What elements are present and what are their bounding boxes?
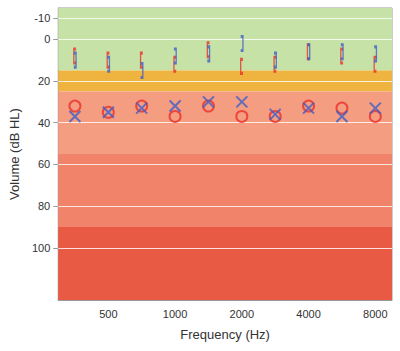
svg-text:2000: 2000 — [230, 308, 254, 320]
svg-text:500: 500 — [99, 308, 117, 320]
svg-text:8000: 8000 — [363, 308, 387, 320]
svg-text:Volume (dB HL): Volume (dB HL) — [7, 108, 22, 200]
svg-text:100: 100 — [32, 242, 50, 254]
svg-text:-10: -10 — [34, 12, 50, 24]
svg-text:Frequency (Hz): Frequency (Hz) — [180, 327, 270, 342]
svg-text:1000: 1000 — [163, 308, 187, 320]
svg-text:20: 20 — [38, 75, 50, 87]
svg-text:4000: 4000 — [296, 308, 320, 320]
svg-text:60: 60 — [38, 158, 50, 170]
svg-text:40: 40 — [38, 117, 50, 129]
svg-text:80: 80 — [38, 200, 50, 212]
svg-text:0: 0 — [44, 33, 50, 45]
